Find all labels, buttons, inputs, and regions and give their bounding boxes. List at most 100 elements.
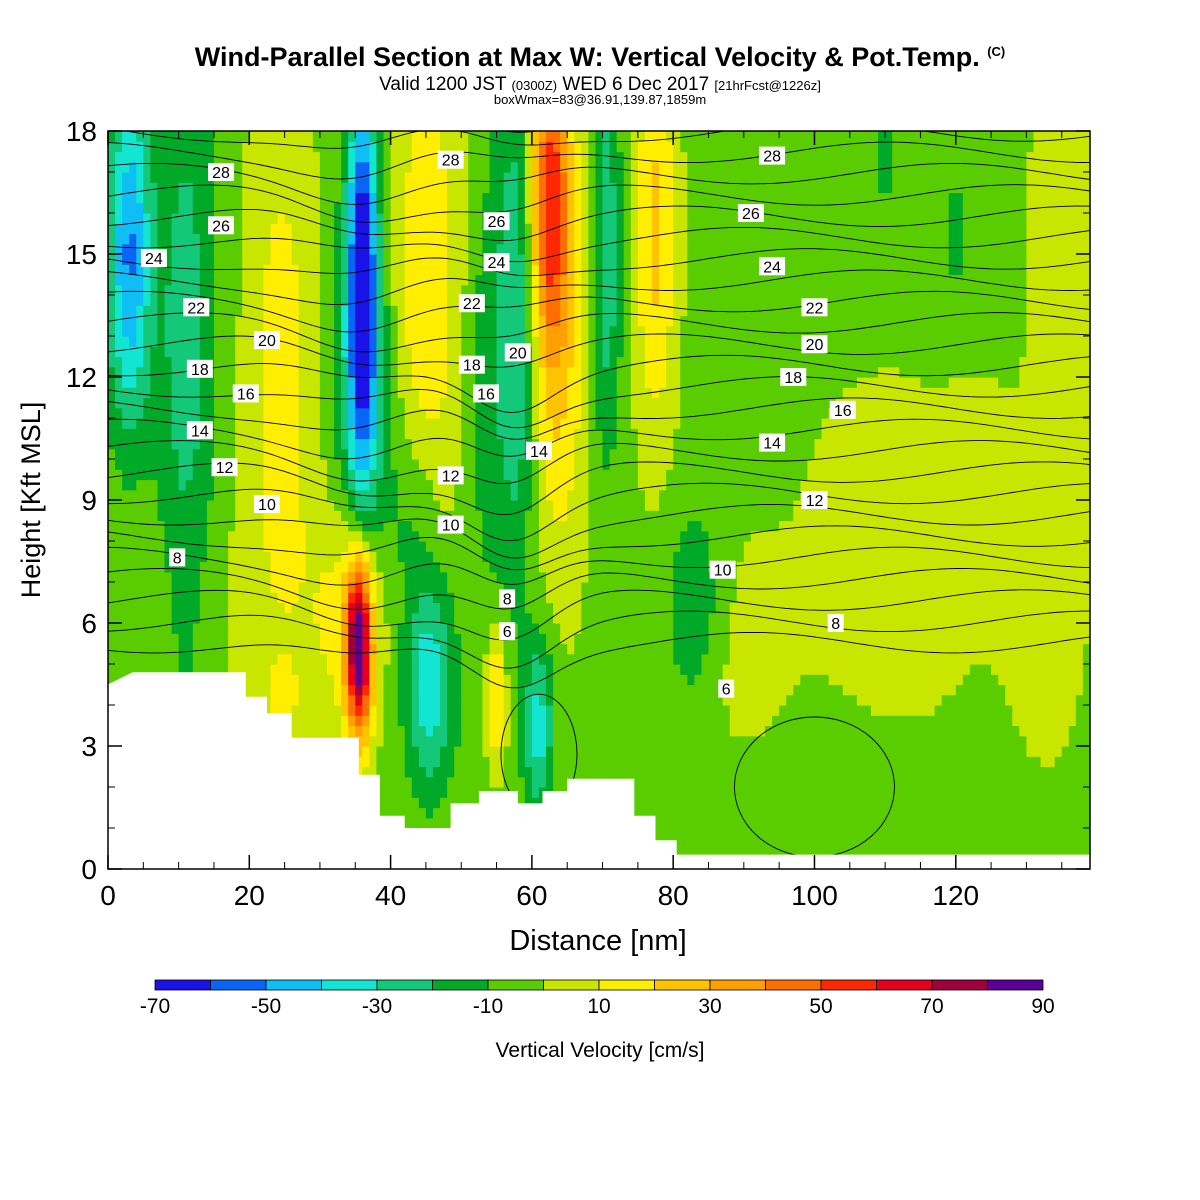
colorbar-swatch xyxy=(487,979,544,991)
colorbar-swatch xyxy=(765,979,822,991)
colorbar-swatch xyxy=(321,979,378,991)
theta-label: 16 xyxy=(829,400,856,420)
x-tick-label: 120 xyxy=(932,880,979,911)
theta-label: 22 xyxy=(183,298,210,317)
colorbar-swatch xyxy=(376,979,433,991)
theta-label: 10 xyxy=(253,495,280,514)
valid-date: WED 6 Dec 2017 xyxy=(562,74,710,95)
theta-label: 14 xyxy=(186,421,213,440)
x-tick-label: 40 xyxy=(375,880,406,911)
theta-contour-line xyxy=(108,440,1090,485)
title-main: Wind-Parallel Section at Max W: Vertical… xyxy=(194,42,980,72)
theta-contour-line xyxy=(108,376,1090,429)
theta-contour-line xyxy=(108,546,1090,586)
theta-contour-line xyxy=(108,184,1090,223)
colorbar-swatch xyxy=(820,979,877,991)
theta-contour-line xyxy=(108,418,1090,460)
chart-subtitle: Valid 1200 JST (0300Z) WED 6 Dec 2017 [2… xyxy=(0,74,1200,96)
theta-contour-line xyxy=(108,610,1090,669)
colorbar-label: Vertical Velocity [cm/s] xyxy=(496,1039,705,1062)
colorbar: -70 -50 -30 -10 10 30 50 70 90 xyxy=(140,979,1055,1018)
colorbar-swatch xyxy=(654,979,711,991)
colorbar-swatch xyxy=(876,979,933,991)
theta-label: 10 xyxy=(709,560,736,580)
colorbar-swatch xyxy=(931,979,988,991)
theta-contour-line xyxy=(502,131,541,133)
theta-label: 12 xyxy=(437,466,464,485)
theta-contour-line xyxy=(108,568,1090,610)
theta-label: 18 xyxy=(458,355,485,375)
y-tick-label: 0 xyxy=(81,854,97,885)
theta-label: 8 xyxy=(499,589,516,608)
y-tick-label: 15 xyxy=(66,239,97,270)
valid-time: Valid 1200 JST xyxy=(379,74,507,95)
colorbar-swatch xyxy=(154,979,211,991)
theta-label: 14 xyxy=(759,433,786,453)
theta-label: 14 xyxy=(525,441,552,461)
theta-label: 22 xyxy=(801,298,828,317)
y-tick-label: 18 xyxy=(66,116,97,147)
theta-label: 26 xyxy=(737,204,764,223)
copyright-mark: (C) xyxy=(987,44,1006,59)
colorbar-swatch xyxy=(265,979,322,991)
colorbar-tick-label: 30 xyxy=(698,995,721,1018)
theta-label: 24 xyxy=(140,249,167,268)
theta-label: 28 xyxy=(437,150,464,170)
axes: 0 20 40 60 80 100 120 0 3 6 9 12 15 18 xyxy=(66,116,1090,911)
theta-label: 8 xyxy=(169,548,186,567)
chart-title: Wind-Parallel Section at Max W: Vertical… xyxy=(0,42,1200,73)
theta-contour-line xyxy=(108,226,1090,263)
theta-label: 18 xyxy=(780,368,807,387)
theta-contour-line xyxy=(108,290,1090,333)
theta-contour-line xyxy=(482,111,524,114)
colorbar-tick-label: 70 xyxy=(920,995,943,1018)
x-tick-label: 80 xyxy=(658,880,689,911)
theta-label: 28 xyxy=(208,163,235,182)
theta-contour-line xyxy=(108,141,1090,180)
theta-label: 20 xyxy=(253,331,280,350)
theta-label: 28 xyxy=(759,146,786,166)
colorbar-tick-label: -50 xyxy=(251,995,281,1018)
theta-contour-line xyxy=(108,504,1090,559)
theta-label: 22 xyxy=(458,294,485,313)
colorbar-swatch xyxy=(543,979,600,991)
x-tick-label: 0 xyxy=(100,880,116,911)
y-tick-label: 9 xyxy=(81,485,97,516)
colorbar-swatch xyxy=(598,979,655,991)
x-tick-label: 60 xyxy=(516,880,547,911)
theta-contour-line xyxy=(108,248,1090,277)
y-axis-label: Height [Kft MSL] xyxy=(16,402,46,599)
theta-contour-line xyxy=(108,397,1090,440)
theta-label: 16 xyxy=(232,384,259,403)
theta-contour-line xyxy=(108,589,1090,641)
x-axis-label: Distance [nm] xyxy=(509,925,686,957)
colorbar-swatch xyxy=(432,979,489,991)
terrain-mask xyxy=(108,672,1090,869)
theta-label: 26 xyxy=(208,216,235,235)
theta-contour-line xyxy=(108,525,1090,571)
theta-contour-line xyxy=(108,354,1090,414)
forecast-info: [21hrFcst@1226z] xyxy=(714,78,821,93)
theta-label: 8 xyxy=(827,614,844,633)
theta-contour-line xyxy=(108,482,1090,542)
theta-label: 6 xyxy=(499,622,516,641)
colorbar-swatch xyxy=(210,979,267,991)
theta-contour-line xyxy=(108,631,1090,689)
colorbar-tick-label: 10 xyxy=(587,995,610,1018)
y-tick-label: 3 xyxy=(81,731,97,762)
x-tick-label: 20 xyxy=(234,880,265,911)
theta-label: 16 xyxy=(472,384,499,403)
theta-label: 12 xyxy=(801,491,828,510)
theta-contour-line xyxy=(108,461,1090,516)
theta-label: 18 xyxy=(186,359,213,379)
colorbar-tick-label: 90 xyxy=(1031,995,1054,1018)
colorbar-tick-label: -70 xyxy=(140,995,170,1018)
theta-contour-line xyxy=(108,162,1090,205)
theta-labels: 28 28 28 26 26 26 24 24 24 22 22 22 20 20 20 18 18 18 16 16… xyxy=(140,146,856,699)
y-tick-label: 12 xyxy=(66,362,97,393)
colorbar-tick-label: 50 xyxy=(809,995,832,1018)
theta-label: 20 xyxy=(504,343,531,362)
theta-contour-line xyxy=(108,269,1090,306)
theta-label: 12 xyxy=(211,458,238,477)
